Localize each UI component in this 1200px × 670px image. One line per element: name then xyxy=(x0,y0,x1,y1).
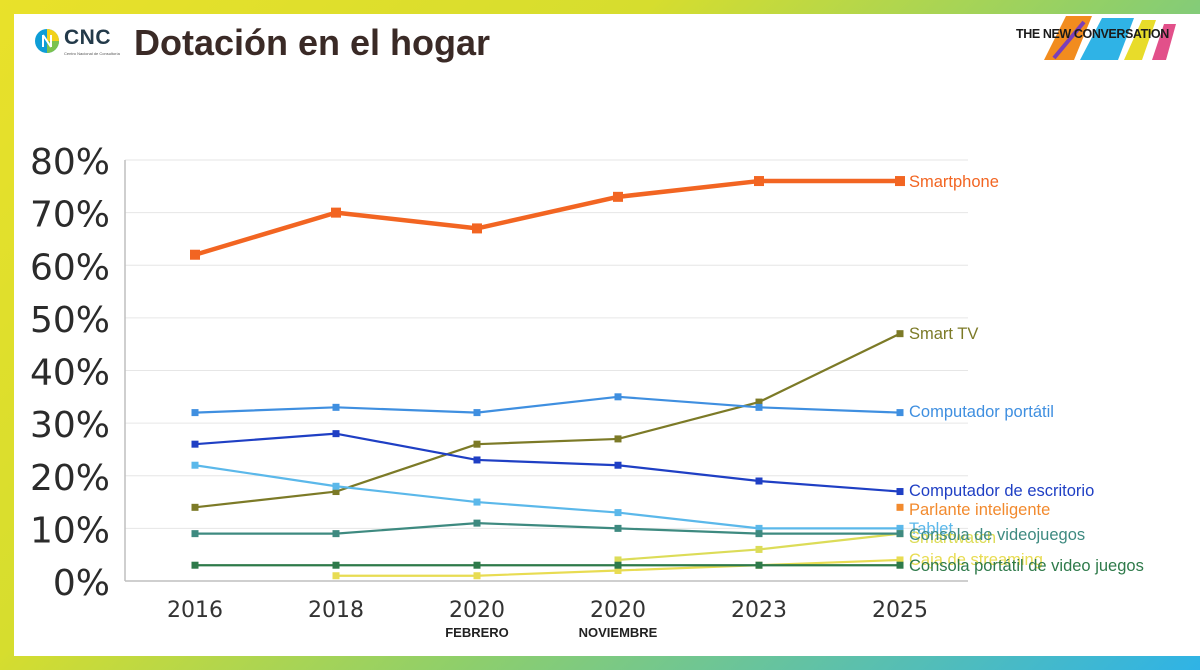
data-point xyxy=(473,409,481,417)
x-tick-label: 2025 xyxy=(872,598,928,623)
data-point xyxy=(755,524,763,532)
data-point xyxy=(755,530,763,538)
series-line xyxy=(195,522,900,535)
data-point xyxy=(896,530,904,538)
data-point xyxy=(895,176,905,187)
data-point xyxy=(332,561,340,569)
x-tick-label: 2020 xyxy=(590,598,646,623)
data-point xyxy=(896,503,904,511)
data-point xyxy=(190,249,200,260)
data-point xyxy=(332,488,340,496)
data-point xyxy=(614,561,622,569)
data-point xyxy=(614,393,622,401)
data-point xyxy=(896,556,904,564)
data-point xyxy=(896,330,904,338)
cnc-logo-subtitle: Centro Nacional de Consultoría xyxy=(64,51,120,56)
series-line xyxy=(194,332,901,509)
y-tick-label: 30% xyxy=(30,405,110,446)
series-line xyxy=(194,464,900,530)
y-tick-label: 20% xyxy=(30,458,110,499)
data-point xyxy=(191,503,199,511)
y-tick-label: 80% xyxy=(30,142,110,183)
data-point xyxy=(896,409,904,417)
data-point xyxy=(191,409,199,417)
data-point xyxy=(896,561,904,569)
y-tick-label: 50% xyxy=(30,300,110,341)
data-point xyxy=(754,176,764,187)
series-label: Caja de streaming xyxy=(909,551,1043,569)
series-label: Smart TV xyxy=(909,325,978,343)
series-line xyxy=(194,178,900,257)
data-point xyxy=(473,519,481,527)
x-tick-sublabel: NOVIEMBRE xyxy=(579,625,658,640)
series-label: Tablet xyxy=(909,520,953,538)
series-line xyxy=(194,432,901,493)
data-point xyxy=(332,482,340,490)
x-tick-sublabel: FEBRERO xyxy=(445,625,509,640)
brand-logo: THE NEW CONVERSATION xyxy=(1014,14,1184,64)
data-point xyxy=(896,488,904,496)
data-point xyxy=(614,461,622,469)
data-point xyxy=(191,530,199,538)
series-label: Smartwatch xyxy=(909,529,996,547)
data-point xyxy=(191,440,199,448)
data-point xyxy=(755,545,763,553)
cnc-logo: CNC Centro Nacional de Consultoría xyxy=(34,26,134,66)
x-tick-label: 2020 xyxy=(449,598,505,623)
series-label: Consola de videojuegos xyxy=(909,526,1085,544)
data-point xyxy=(473,561,481,569)
cnc-logo-icon xyxy=(35,29,59,53)
y-tick-label: 0% xyxy=(53,563,110,604)
data-point xyxy=(755,398,763,406)
x-tick-label: 2016 xyxy=(167,598,223,623)
data-point xyxy=(331,207,341,218)
data-point xyxy=(614,509,622,517)
data-point xyxy=(473,498,481,506)
data-point xyxy=(755,403,763,411)
data-point xyxy=(614,435,622,443)
y-tick-label: 40% xyxy=(30,353,110,394)
data-point xyxy=(332,403,340,411)
series-label: Computador portátil xyxy=(909,403,1054,421)
series-label: Computador de escritorio xyxy=(909,482,1094,500)
data-point xyxy=(896,524,904,532)
data-point xyxy=(613,191,623,202)
x-tick-label: 2023 xyxy=(731,598,787,623)
data-point xyxy=(472,223,482,234)
series-label: Smartphone xyxy=(909,173,999,191)
slide-card: CNC Centro Nacional de Consultoría Dotac… xyxy=(14,14,1200,656)
series-label: Parlante inteligente xyxy=(909,501,1050,519)
y-tick-label: 10% xyxy=(30,510,110,551)
data-point xyxy=(332,572,340,580)
series-line xyxy=(194,395,901,414)
data-point xyxy=(614,524,622,532)
y-tick-label: 70% xyxy=(30,195,110,236)
x-tick-label: 2018 xyxy=(308,598,364,623)
cnc-logo-text: CNC xyxy=(64,26,111,49)
brand-text: THE NEW CONVERSATION xyxy=(1016,27,1169,41)
data-point xyxy=(191,461,199,469)
page-title: Dotación en el hogar xyxy=(134,22,491,63)
data-point xyxy=(332,530,340,538)
data-point xyxy=(473,440,481,448)
data-point xyxy=(332,430,340,438)
y-tick-label: 60% xyxy=(30,247,110,288)
brand-art-icon xyxy=(1044,16,1176,60)
data-point xyxy=(755,477,763,485)
data-point xyxy=(614,556,622,564)
data-point xyxy=(755,561,763,569)
series-label: Consola portátil de video juegos xyxy=(909,557,1144,575)
data-point xyxy=(614,566,622,574)
data-point xyxy=(473,572,481,580)
data-point xyxy=(191,561,199,569)
data-point xyxy=(473,456,481,464)
